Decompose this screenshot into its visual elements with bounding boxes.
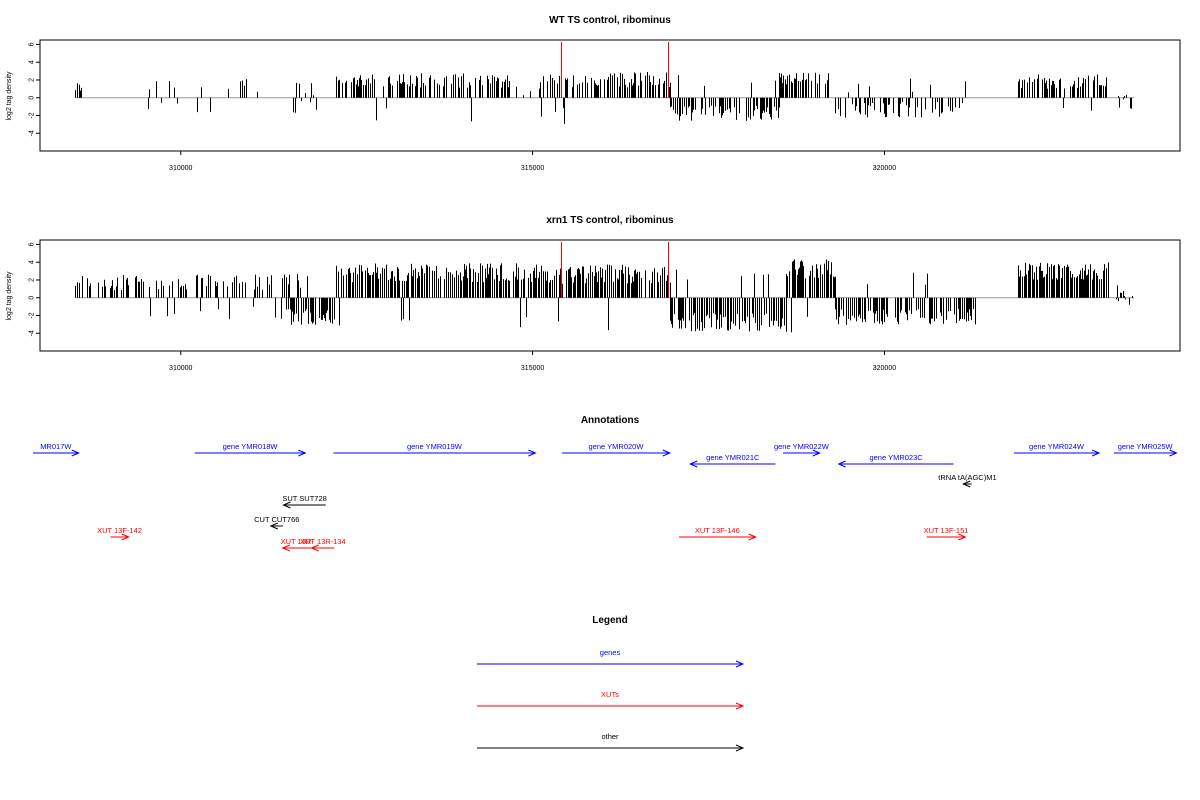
feature-arrow-head [812, 449, 821, 457]
feature-gene[interactable]: gene YMR018W [194, 442, 307, 457]
legend: Legend genes XUTs other [477, 615, 745, 752]
x-tick-label: 310000 [169, 365, 192, 372]
feature-arrow-head [121, 533, 130, 541]
feature-arrow-head [310, 544, 319, 552]
x-tick-label: 315000 [521, 165, 544, 172]
x-tick-label: 315000 [521, 365, 544, 372]
feature-other[interactable]: SUT SUT728 [282, 494, 327, 509]
x-tick-label: 320000 [873, 165, 896, 172]
feature-label: SUT SUT728 [282, 494, 326, 503]
feature-XUT[interactable]: XUT 13F-146 [678, 526, 757, 541]
feature-XUT[interactable]: XUT 13R- [281, 537, 315, 552]
feature-XUT[interactable]: XUT 13F-151 [924, 526, 969, 541]
legend-label: other [601, 732, 619, 741]
y-tick-label: 0 [29, 96, 36, 100]
annotations-title: Annotations [581, 415, 640, 426]
feature-arrow-head [961, 480, 971, 488]
feature-arrow-head [281, 544, 290, 552]
feature-XUT[interactable]: XUT 13R-134 [300, 537, 346, 552]
plot-frame [39, 239, 1181, 352]
wt-coverage-panel: WT TS control, ribominus log2 tag densit… [6, 15, 1181, 172]
feature-label: gene YMR025W [1118, 442, 1174, 451]
feature-arrow-head [282, 501, 291, 509]
axes: -4 -2 0 2 4 6 310000 315000 320000 [28, 42, 896, 172]
feature-label: tRNA tA(AGC)M1 [938, 473, 996, 482]
y-tick-label: -4 [29, 330, 36, 336]
panel-title: WT TS control, ribominus [549, 15, 671, 26]
feature-label: XUT 13R- [281, 537, 315, 546]
y-tick-label: 2 [29, 78, 36, 82]
feature-label: gene YMR022W [774, 442, 830, 451]
feature-arrow-head [1091, 449, 1101, 457]
xrn1-coverage-panel: xrn1 TS control, ribominus log2 tag dens… [6, 215, 1181, 372]
feature-XUT[interactable]: XUT 13F-142 [97, 526, 142, 541]
legend-items: genes XUTs other [477, 648, 745, 752]
feature-gene[interactable]: gene YMR021C [688, 453, 776, 468]
feature-arrow-head [269, 522, 279, 530]
feature-label: MR017W [40, 442, 72, 451]
feature-arrow-head [298, 449, 307, 457]
feature-label: gene YMR018W [223, 442, 279, 451]
feature-gene[interactable]: gene YMR022W [774, 442, 830, 457]
feature-list: MR017W gene YMR018W gene YMR019W gene YMR02… [32, 442, 1178, 552]
feature-gene[interactable]: gene YMR020W [562, 442, 672, 457]
panel-title: xrn1 TS control, ribominus [546, 215, 674, 226]
feature-arrow-head [688, 460, 698, 468]
y-axis-label: log2 tag density [6, 271, 13, 321]
feature-label: XUT 13F-151 [924, 526, 969, 535]
coverage-bars [75, 42, 1135, 124]
feature-label: CUT CUT766 [254, 515, 299, 524]
feature-label: gene YMR024W [1029, 442, 1085, 451]
feature-label: XUT 13R-134 [300, 537, 346, 546]
feature-arrow-head [662, 449, 672, 457]
legend-label: genes [600, 648, 621, 657]
x-tick-label: 310000 [169, 165, 192, 172]
legend-title: Legend [592, 615, 628, 626]
feature-label: gene YMR021C [706, 453, 760, 462]
y-axis-label: log2 tag density [6, 71, 13, 121]
feature-other[interactable]: CUT CUT766 [254, 515, 299, 530]
annotations-track: Annotations MR017W gene YMR018W gene YMR01… [32, 415, 1178, 552]
y-tick-label: -2 [29, 312, 36, 318]
feature-arrow-head [748, 533, 757, 541]
plot-frame [39, 39, 1181, 152]
y-tick-label: 6 [29, 242, 36, 246]
feature-arrow-head [1169, 449, 1178, 457]
feature-gene[interactable]: gene YMR024W [1013, 442, 1101, 457]
y-tick-label: 2 [29, 278, 36, 282]
feature-gene[interactable]: gene YMR019W [333, 442, 537, 457]
feature-arrow-head [958, 533, 967, 541]
feature-label: gene YMR019W [407, 442, 463, 451]
legend-arrow-head [735, 660, 745, 668]
legend-item: other [477, 732, 745, 752]
feature-arrow-head [528, 449, 537, 457]
feature-label: XUT 13F-146 [695, 526, 740, 535]
y-tick-label: -2 [29, 112, 36, 118]
legend-item: XUTs [477, 690, 745, 710]
feature-other[interactable]: tRNA tA(AGC)M1 [938, 473, 997, 488]
y-tick-label: 6 [29, 42, 36, 46]
feature-label: gene YMR020W [589, 442, 645, 451]
legend-item: genes [477, 648, 745, 668]
x-tick-label: 320000 [873, 365, 896, 372]
feature-label: gene YMR023C [869, 453, 923, 462]
feature-arrow-head [837, 460, 846, 468]
feature-gene[interactable]: gene YMR023C [837, 453, 954, 468]
y-tick-label: 4 [28, 60, 35, 64]
legend-label: XUTs [601, 690, 619, 699]
y-tick-label: 0 [29, 296, 36, 300]
axes: -4 -2 0 2 4 6 310000 315000 320000 [29, 242, 897, 372]
legend-arrow-head [735, 744, 745, 752]
legend-arrow-head [735, 702, 745, 710]
coverage-bars [75, 242, 1135, 333]
feature-arrow-head [71, 449, 80, 457]
feature-gene[interactable]: MR017W [32, 442, 80, 457]
feature-gene[interactable]: gene YMR025W [1113, 442, 1178, 457]
y-tick-label: -4 [29, 130, 36, 136]
y-tick-label: 4 [29, 260, 36, 264]
feature-label: XUT 13F-142 [97, 526, 142, 535]
